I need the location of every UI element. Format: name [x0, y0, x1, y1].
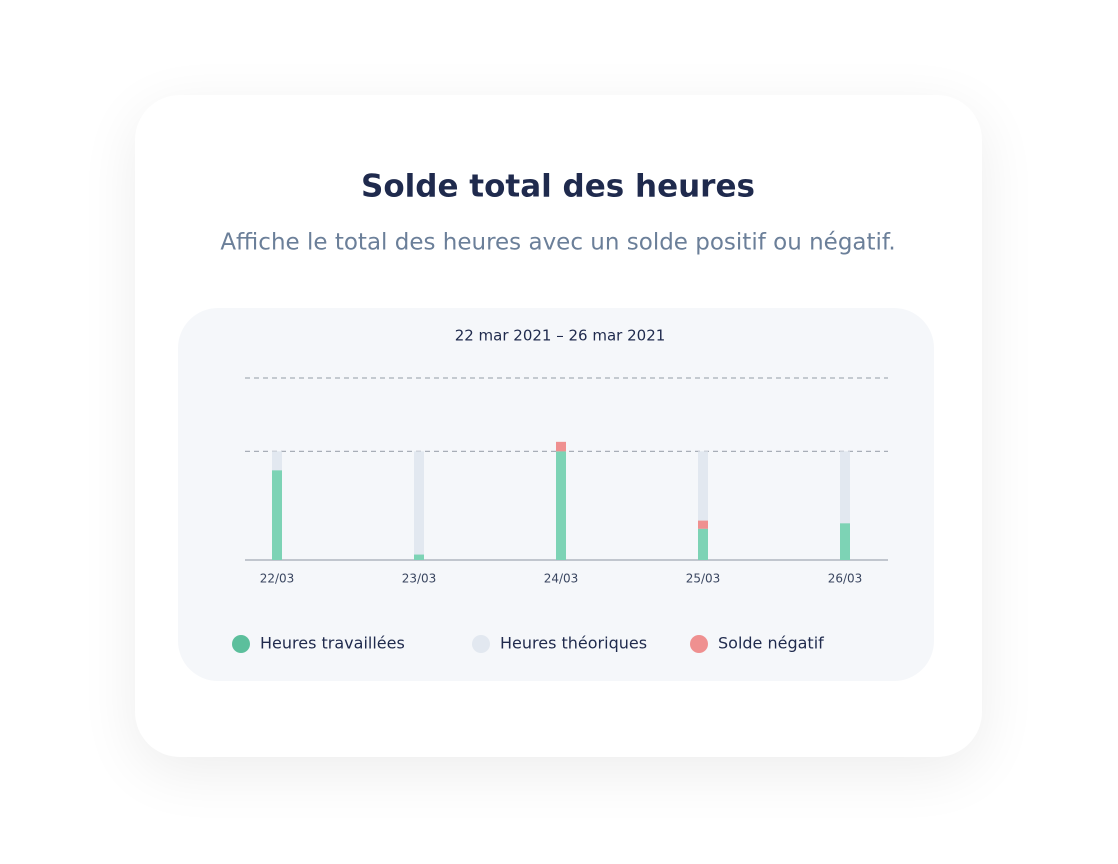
legend-label: Heures travaillées [260, 634, 405, 653]
x-tick-label: 25/03 [686, 572, 721, 586]
card-subtitle: Affiche le total des heures avec un sold… [220, 230, 895, 256]
card-title: Solde total des heures [361, 169, 755, 205]
x-tick-label: 22/03 [260, 572, 295, 586]
bar-negative [556, 441, 566, 452]
chart-title: 22 mar 2021 – 26 mar 2021 [455, 327, 666, 345]
legend-label: Solde négatif [718, 634, 824, 653]
bar-theoretical [840, 451, 850, 560]
legend-label: Heures théoriques [500, 634, 647, 653]
x-tick-label: 24/03 [544, 572, 579, 586]
bar-worked [698, 528, 708, 560]
legend-swatch [690, 635, 708, 653]
bar-worked [414, 554, 424, 560]
bar-worked [556, 451, 566, 560]
legend-swatch [232, 635, 250, 653]
bar-worked [272, 470, 282, 560]
x-tick-label: 26/03 [828, 572, 863, 586]
bar-worked [840, 523, 850, 560]
x-tick-label: 23/03 [402, 572, 437, 586]
legend-swatch [472, 635, 490, 653]
bar-theoretical [698, 451, 708, 560]
bar-negative [698, 520, 708, 529]
bar-theoretical [414, 451, 424, 560]
